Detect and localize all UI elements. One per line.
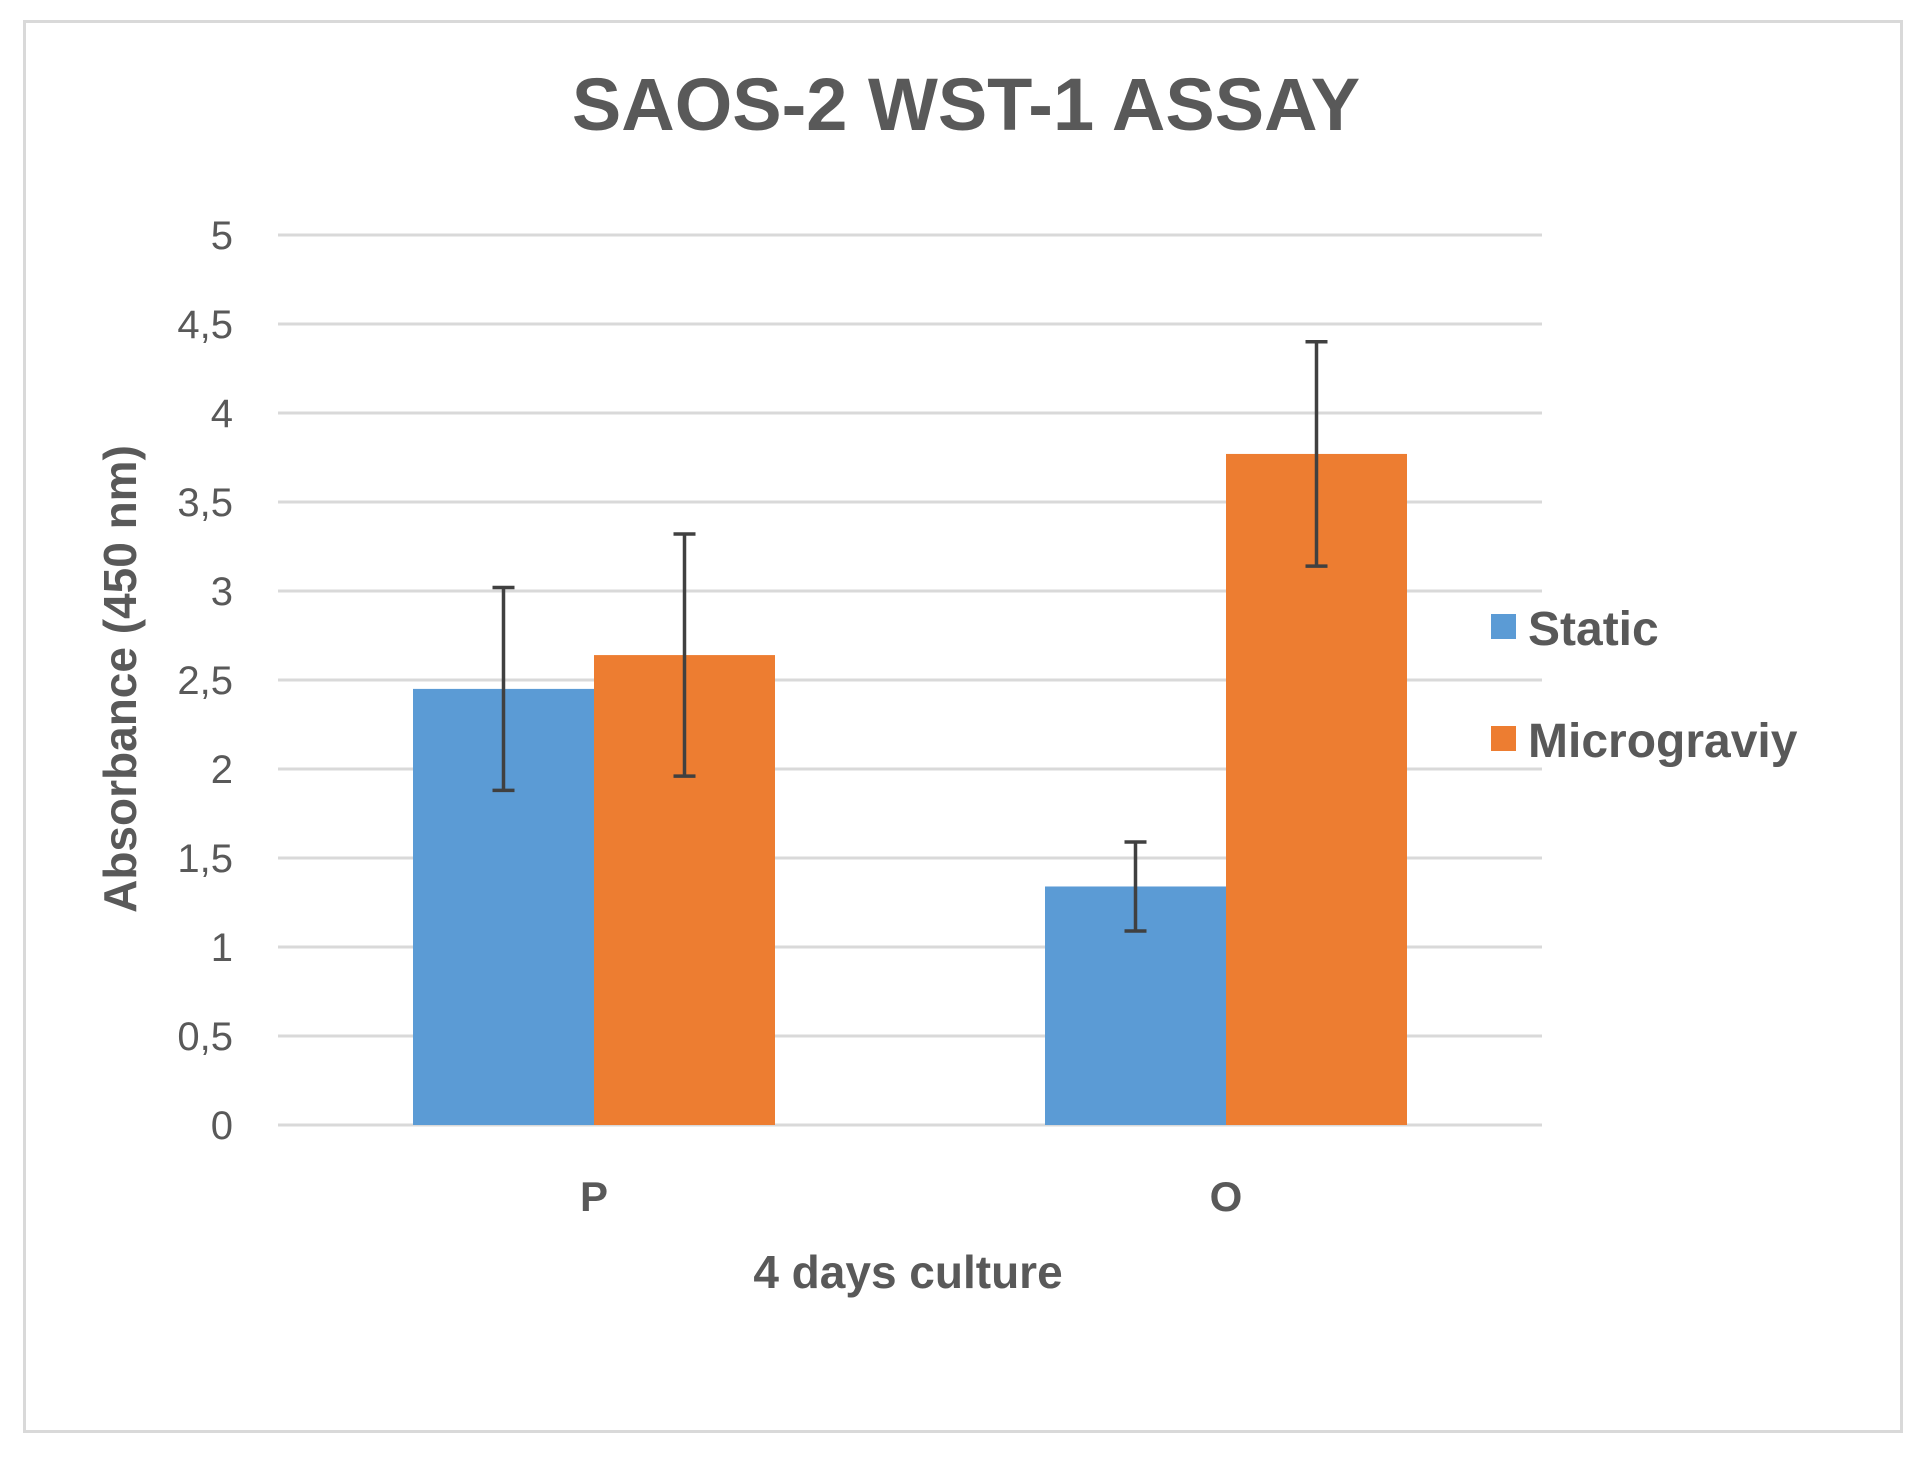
error-bar (1124, 840, 1147, 933)
legend-swatch-micrograviy (1491, 726, 1516, 751)
error-bar (492, 585, 515, 793)
error-bar (673, 532, 696, 778)
y-tick-label: 5 (211, 214, 233, 258)
y-tick-label: 3,5 (177, 481, 233, 525)
y-tick-label: 0 (211, 1104, 233, 1148)
y-tick-label: 4,5 (177, 303, 233, 347)
x-tick-label: P (580, 1173, 608, 1220)
legend-swatch-static (1491, 614, 1516, 639)
y-tick-label: 1 (211, 926, 233, 970)
error-bar (1305, 340, 1328, 568)
chart-title: SAOS-2 WST-1 ASSAY (572, 63, 1360, 146)
y-tick-label: 0,5 (177, 1015, 233, 1059)
legend-label: Micrograviy (1528, 715, 1798, 768)
legend-label: Static (1528, 603, 1659, 656)
error-bars (492, 340, 1328, 933)
y-tick-label: 3 (211, 570, 233, 614)
bars (413, 453, 1407, 1125)
chart-frame (23, 20, 1903, 1433)
y-tick-label: 2,5 (177, 659, 233, 703)
y-tick-label: 1,5 (177, 837, 233, 881)
legend: Static Micrograviy (1491, 603, 1798, 768)
y-axis-title: Absorbance (450 nm) (94, 445, 146, 913)
x-tick-label: O (1210, 1173, 1243, 1220)
y-tick-label: 2 (211, 748, 233, 792)
x-axis-title: 4 days culture (753, 1246, 1062, 1298)
y-tick-labels: 0 0,5 1 1,5 2 2,5 3 3,5 4 4,5 5 (177, 214, 233, 1148)
y-tick-label: 4 (211, 392, 233, 436)
